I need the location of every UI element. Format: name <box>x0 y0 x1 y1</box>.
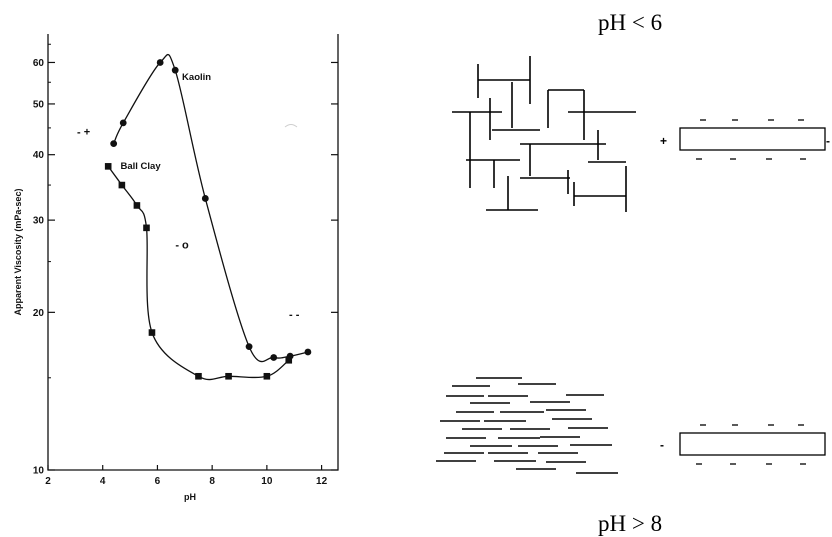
dispersed-structure <box>436 377 618 474</box>
bottom-plate-body <box>679 432 826 456</box>
y-tick-label: 50 <box>33 99 45 110</box>
data-point <box>285 356 293 364</box>
x-tick-label: 10 <box>261 476 273 487</box>
x-axis-label: pH <box>184 492 196 502</box>
data-point <box>263 372 271 380</box>
card-house-structure <box>452 56 636 212</box>
data-point <box>270 354 278 361</box>
data-point <box>304 348 312 356</box>
charge-annotations: - + - o - - <box>77 127 300 321</box>
y-axis-ticks: 10 20 30 40 50 60 <box>33 43 338 477</box>
x-axis-ticks: 2 4 6 8 10 12 <box>45 465 328 487</box>
data-point <box>118 181 126 189</box>
top-plate-charges <box>696 119 806 160</box>
series-label-ball-clay: Ball Clay <box>121 161 162 172</box>
data-point <box>104 163 112 170</box>
charge-annotation: - o <box>175 239 189 251</box>
data-point <box>201 195 209 202</box>
data-point <box>110 140 118 147</box>
data-point <box>156 59 164 66</box>
charge-annotation: - + <box>77 127 90 139</box>
data-point <box>143 224 150 232</box>
data-point <box>195 372 202 380</box>
bottom-plate-left-sign: - <box>660 438 664 452</box>
data-point <box>119 119 127 127</box>
viscosity-chart: 2 4 6 8 10 12 10 20 30 40 50 60 pH Apparent Viscos… <box>13 34 339 502</box>
data-point <box>148 329 156 336</box>
chart-frame <box>47 34 339 471</box>
series-label-kaolin: Kaolin <box>182 72 211 83</box>
top-charged-plate: + - <box>660 119 830 160</box>
bottom-ph-label: pH > 8 <box>598 511 662 536</box>
series-line-ball-clay <box>107 166 290 381</box>
series-labels: Kaolin Ball Clay <box>121 72 212 172</box>
top-plate-body <box>679 127 826 151</box>
y-axis-label: Apparent Viscosity (mPa-sec) <box>13 189 23 316</box>
data-point <box>245 343 253 351</box>
data-point <box>171 66 179 74</box>
bottom-plate-charges <box>696 424 806 465</box>
data-point <box>133 202 141 209</box>
y-tick-label: 10 <box>33 466 45 477</box>
top-ph-label: pH < 6 <box>598 10 662 35</box>
x-tick-label: 8 <box>209 476 215 487</box>
y-tick-label: 40 <box>33 150 45 161</box>
x-tick-label: 12 <box>316 476 328 487</box>
scan-speck <box>284 124 298 128</box>
x-tick-label: 4 <box>100 476 106 487</box>
series-line-kaolin <box>113 53 309 363</box>
top-plate-left-sign: + <box>660 134 667 148</box>
y-tick-label: 30 <box>33 216 45 227</box>
series-layer <box>104 53 312 381</box>
data-point <box>225 372 232 380</box>
bottom-charged-plate: - <box>660 424 826 465</box>
x-tick-label: 6 <box>155 476 161 487</box>
y-tick-label: 60 <box>33 58 45 69</box>
charge-annotation: - - <box>289 309 300 321</box>
y-tick-label: 20 <box>33 308 45 319</box>
x-tick-label: 2 <box>45 476 51 487</box>
top-plate-right-sign: - <box>826 134 830 148</box>
